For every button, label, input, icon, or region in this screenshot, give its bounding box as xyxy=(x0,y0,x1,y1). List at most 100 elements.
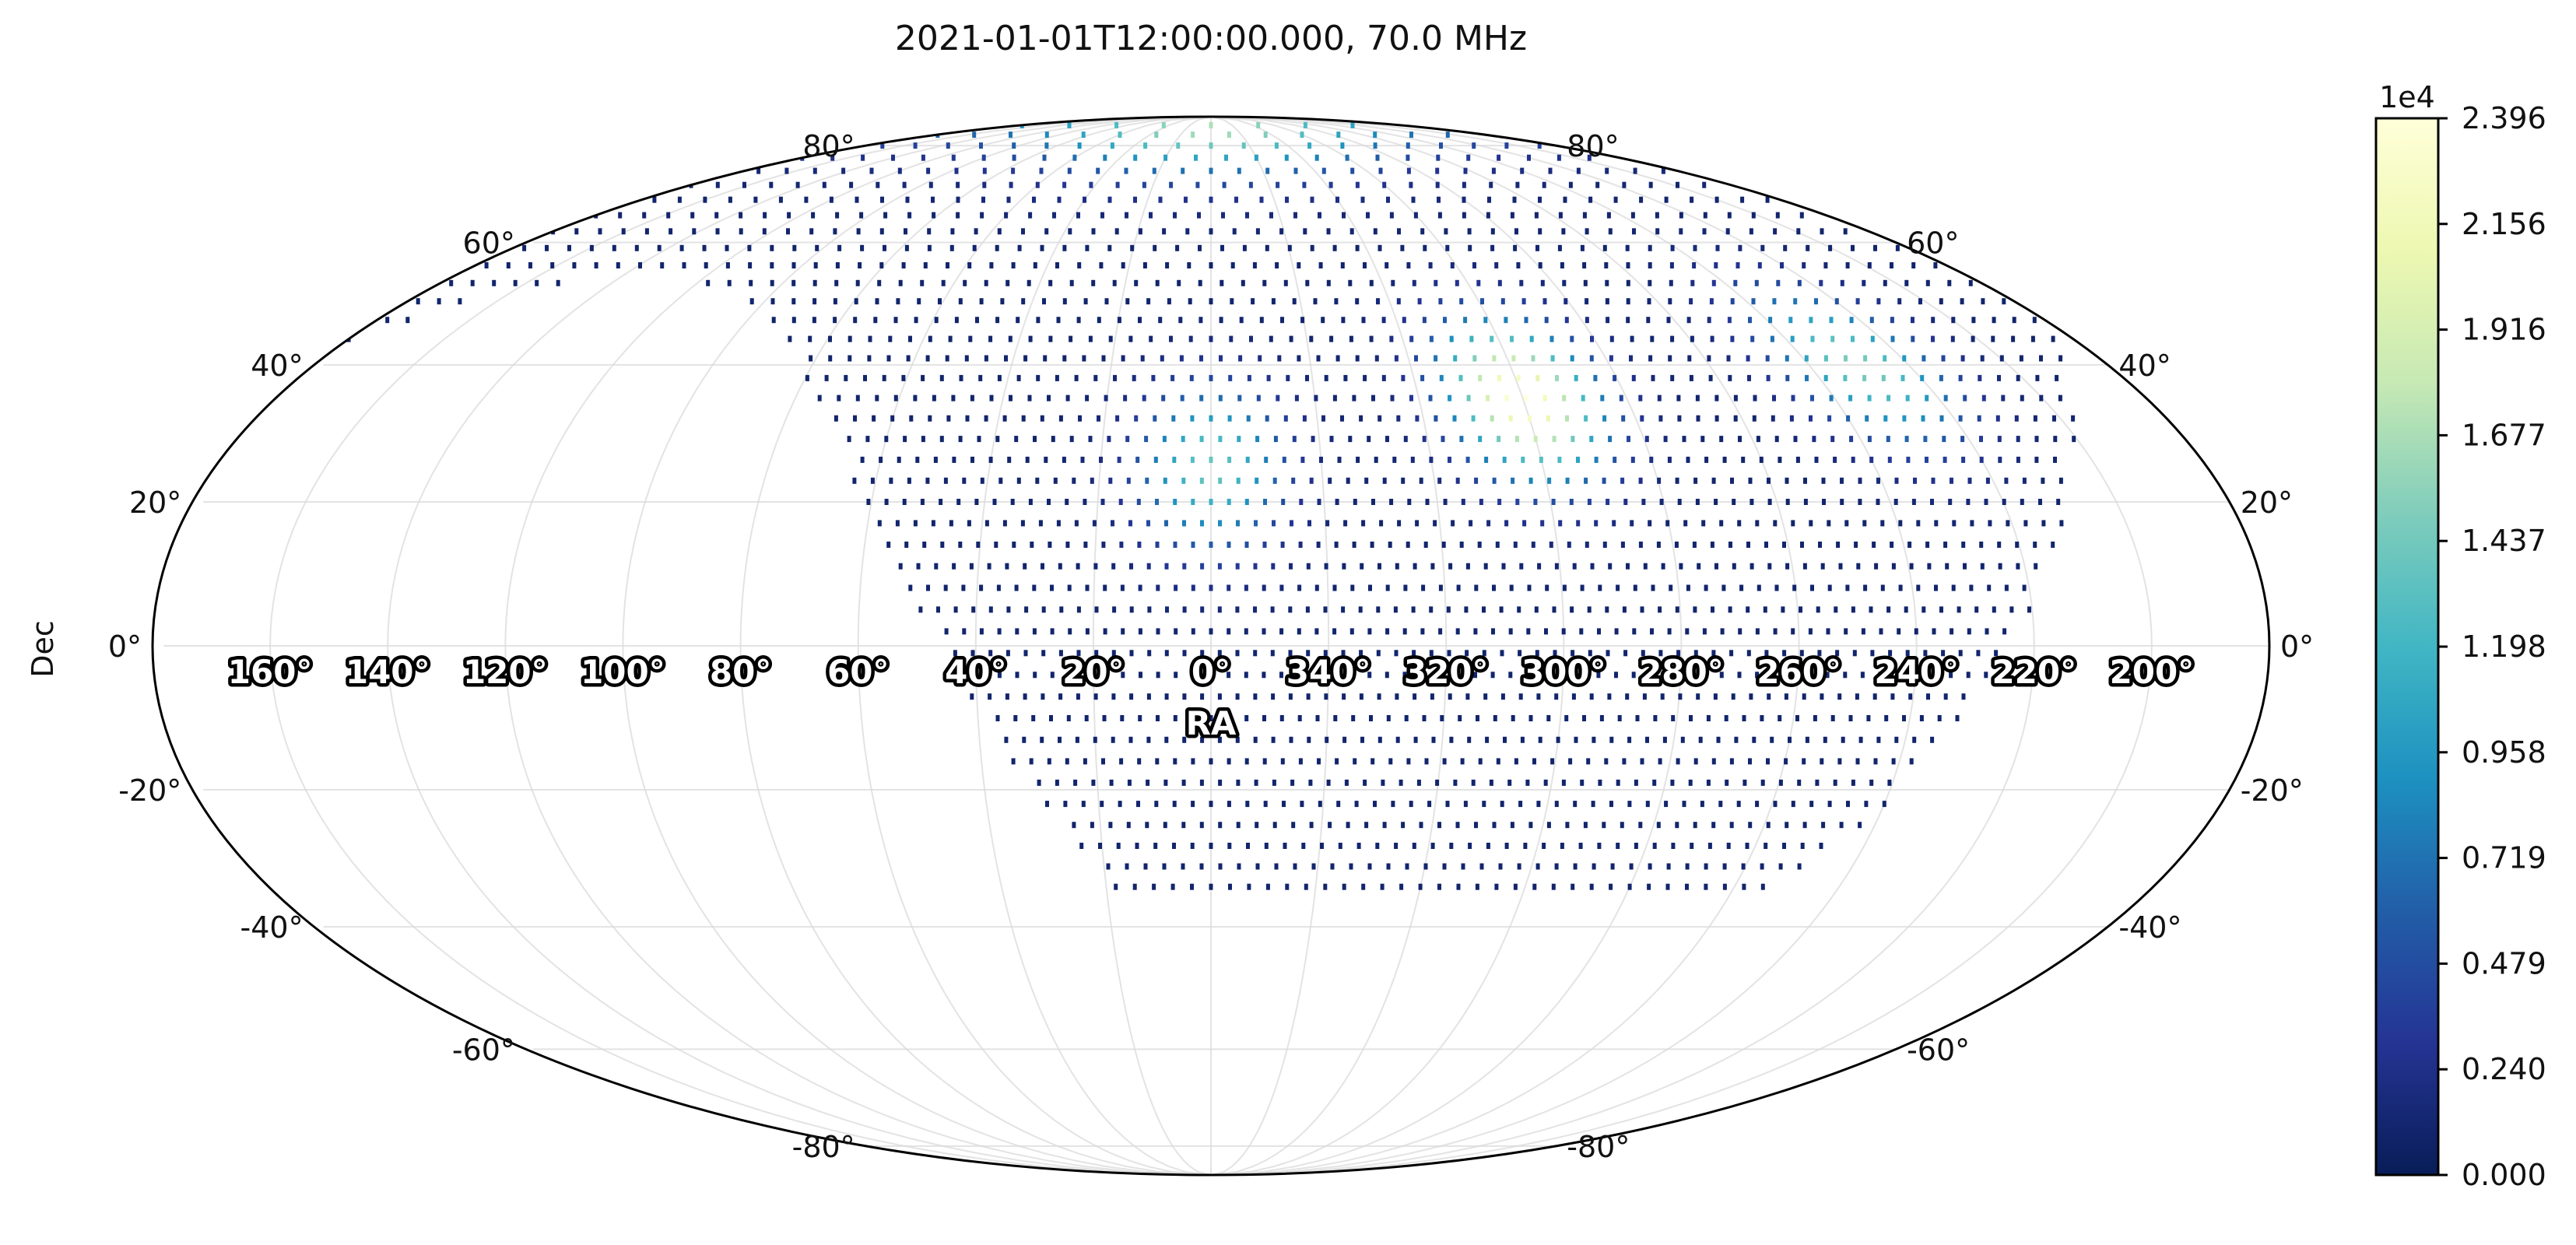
sky-pixel xyxy=(1209,672,1213,679)
sky-pixel xyxy=(869,167,874,174)
sky-pixel xyxy=(1474,822,1478,829)
sky-pixel xyxy=(1030,542,1034,548)
sky-pixel xyxy=(1209,142,1213,149)
sky-pixel xyxy=(1585,298,1589,305)
sky-pixel xyxy=(1255,822,1259,829)
sky-pixel xyxy=(1218,822,1223,829)
sky-pixel xyxy=(1967,477,1972,484)
sky-pixel xyxy=(1209,298,1213,305)
sky-pixel xyxy=(1254,520,1258,527)
sky-pixel xyxy=(1999,355,2004,362)
sky-pixel xyxy=(1317,758,1321,765)
sky-pixel xyxy=(1509,584,1514,591)
sky-pixel xyxy=(972,132,977,139)
sky-pixel xyxy=(946,262,949,268)
sky-pixel xyxy=(1840,477,1844,484)
sky-pixel xyxy=(904,542,909,548)
sky-pixel xyxy=(1341,650,1346,657)
sky-pixel xyxy=(1535,374,1540,381)
sky-pixel xyxy=(1669,262,1674,268)
sky-pixel xyxy=(1244,758,1249,765)
sky-pixel xyxy=(1406,154,1410,161)
sky-pixel xyxy=(901,374,906,381)
sky-pixel xyxy=(1883,415,1888,422)
sky-pixel xyxy=(1616,779,1620,786)
colorbar-ticks: 2.3962.1561.9161.6771.4371.1980.9580.719… xyxy=(2438,101,2546,1192)
sky-pixel xyxy=(1561,228,1566,235)
sky-pixel xyxy=(835,212,840,219)
sky-pixel xyxy=(1894,736,1899,743)
sky-pixel xyxy=(1652,779,1657,786)
sky-pixel xyxy=(1675,822,1679,829)
sky-pixel xyxy=(1343,520,1348,527)
sky-pixel xyxy=(1904,279,1909,286)
sky-pixel xyxy=(1445,244,1450,251)
sky-pixel xyxy=(1516,374,1521,381)
sky-pixel xyxy=(848,355,852,362)
sky-pixel xyxy=(1876,736,1881,743)
sky-pixel xyxy=(1970,520,1974,527)
sky-pixel xyxy=(2022,584,2027,591)
sky-pixel xyxy=(1281,499,1286,505)
sky-pixel xyxy=(1227,628,1231,635)
sky-pixel xyxy=(1177,279,1181,286)
sky-pixel xyxy=(1703,212,1707,219)
sky-pixel xyxy=(1893,499,1898,505)
sky-pixel xyxy=(1292,436,1297,443)
sky-pixel xyxy=(1360,736,1364,743)
sky-pixel xyxy=(1696,415,1700,422)
sky-pixel xyxy=(1572,563,1577,570)
sky-pixel xyxy=(1058,650,1063,657)
sky-pixel xyxy=(1436,154,1441,161)
sky-pixel xyxy=(1160,355,1164,362)
sky-pixel xyxy=(1666,672,1671,679)
sky-pixel xyxy=(1325,520,1330,527)
sky-pixel xyxy=(1557,456,1562,463)
sky-pixel xyxy=(1881,374,1886,381)
sky-pixel xyxy=(1191,542,1195,548)
sky-pixel xyxy=(1253,693,1258,700)
sky-pixel xyxy=(1133,154,1138,161)
sky-pixel xyxy=(1317,499,1321,505)
sky-pixel xyxy=(1289,563,1293,570)
sky-pixel xyxy=(669,228,673,235)
sky-pixel xyxy=(1751,298,1756,305)
sky-pixel xyxy=(1452,415,1457,422)
sky-pixel xyxy=(855,279,860,286)
sky-pixel xyxy=(875,395,879,402)
sky-pixel xyxy=(1713,693,1718,700)
sky-pixel xyxy=(1417,298,1422,305)
sky-pixel xyxy=(1486,520,1491,527)
sky-pixel xyxy=(1422,436,1427,443)
sky-pixel xyxy=(1102,715,1107,721)
sky-pixel xyxy=(1125,436,1130,443)
sky-pixel xyxy=(1781,606,1785,613)
sky-pixel xyxy=(951,154,956,161)
sky-pixel xyxy=(1353,758,1357,765)
sky-pixel xyxy=(1079,843,1084,849)
sky-pixel xyxy=(1008,335,1013,342)
sky-pixel xyxy=(702,244,707,251)
sky-pixel xyxy=(939,374,944,381)
sky-pixel xyxy=(1376,298,1380,305)
sky-pixel xyxy=(1005,693,1009,700)
sky-pixel xyxy=(1247,374,1251,381)
ra-tick-label: 240° xyxy=(1874,653,1959,691)
sky-pixel xyxy=(1245,212,1249,219)
sky-pixel xyxy=(1409,395,1413,402)
sky-pixel xyxy=(1998,563,2002,570)
sky-pixel xyxy=(2072,436,2076,443)
sky-pixel xyxy=(2019,355,2023,362)
sky-pixel xyxy=(980,477,984,484)
sky-pixel xyxy=(1571,436,1575,443)
sky-pixel xyxy=(1153,415,1157,422)
sky-pixel xyxy=(938,298,942,305)
sky-pixel xyxy=(1808,628,1813,635)
sky-pixel xyxy=(1219,355,1223,362)
sky-pixel xyxy=(1044,132,1049,139)
colorbar-tick-label: 2.156 xyxy=(2462,207,2546,241)
sky-pixel xyxy=(1348,436,1353,443)
sky-pixel xyxy=(987,563,991,570)
sky-pixel xyxy=(1184,196,1188,203)
sky-pixel xyxy=(1542,181,1546,188)
